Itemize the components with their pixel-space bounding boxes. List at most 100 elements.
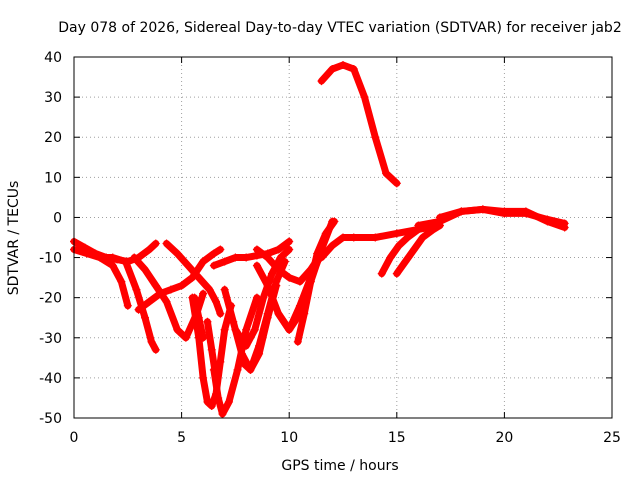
data-point — [274, 265, 283, 274]
data-point — [500, 207, 509, 216]
data-point — [121, 257, 130, 266]
series-satellite-arc-10 — [209, 293, 261, 418]
data-point — [229, 317, 238, 326]
data-point — [145, 297, 154, 306]
data-point — [392, 269, 401, 278]
data-point — [151, 345, 160, 354]
data-point — [220, 285, 229, 294]
data-point — [151, 281, 160, 290]
series-trace — [238, 258, 289, 374]
data-point — [199, 257, 208, 266]
series-trace — [436, 205, 569, 231]
data-point — [82, 249, 91, 258]
data-series — [70, 61, 569, 418]
data-point — [224, 397, 233, 406]
data-point — [410, 245, 419, 254]
series-trace — [317, 61, 401, 187]
data-point — [194, 313, 203, 322]
data-point — [285, 245, 294, 254]
series-satellite-arc-22 — [392, 221, 444, 278]
data-point — [218, 409, 227, 418]
data-point — [162, 239, 171, 248]
data-point — [339, 233, 347, 242]
data-point — [199, 289, 208, 298]
data-point — [360, 93, 369, 102]
data-point — [386, 253, 395, 262]
data-point — [237, 357, 246, 366]
data-point — [293, 337, 302, 346]
y-tick-label: -10 — [39, 251, 62, 267]
series-trace — [378, 221, 433, 278]
data-point — [272, 277, 281, 286]
data-point — [382, 169, 391, 178]
data-point — [212, 297, 221, 306]
data-point — [263, 309, 272, 318]
series-trace — [70, 246, 132, 310]
data-point — [339, 61, 347, 70]
data-point — [276, 253, 285, 262]
series-satellite-arc-18 — [293, 217, 339, 346]
x-axis-label: GPS time / hours — [281, 458, 398, 474]
data-point — [209, 249, 218, 258]
series-satellite-arc-5 — [134, 245, 225, 314]
y-tick-labels: -50 -40 -30 -20 -10 0 10 20 30 40 — [39, 50, 62, 427]
data-point — [123, 301, 132, 310]
data-point — [252, 261, 261, 270]
data-point — [203, 317, 212, 326]
data-point — [321, 229, 330, 238]
data-point — [214, 393, 223, 402]
data-point — [285, 273, 294, 282]
data-point — [141, 313, 150, 322]
series-satellite-arc-24 — [435, 205, 569, 232]
data-point — [246, 365, 255, 374]
data-point — [403, 233, 412, 242]
data-point — [190, 293, 199, 302]
data-point — [401, 257, 410, 266]
y-axis-label: SDTVAR / TECUs — [6, 181, 22, 296]
series-satellite-arc-20 — [317, 61, 401, 188]
data-point — [220, 325, 229, 334]
y-tick-label: -50 — [39, 411, 62, 427]
data-point — [166, 285, 175, 294]
data-point — [250, 325, 259, 334]
data-point — [242, 253, 251, 262]
data-point — [317, 77, 326, 86]
data-point — [263, 253, 272, 262]
data-point — [151, 239, 160, 248]
data-point — [349, 233, 358, 242]
series-satellite-arc-21 — [377, 221, 434, 278]
data-point — [521, 207, 530, 216]
data-point — [392, 179, 401, 188]
data-point — [435, 213, 444, 222]
data-point — [108, 253, 117, 262]
data-point — [295, 277, 304, 286]
data-point — [280, 257, 289, 266]
data-point — [156, 289, 165, 298]
data-point — [313, 249, 322, 258]
series-trace — [294, 217, 338, 346]
data-point — [317, 253, 326, 262]
data-point — [207, 401, 216, 410]
data-point — [173, 249, 182, 258]
data-point — [199, 333, 208, 342]
data-point — [117, 277, 126, 286]
plot-frame — [73, 56, 613, 419]
data-point — [242, 325, 251, 334]
data-point — [209, 365, 218, 374]
data-point — [132, 285, 141, 294]
data-point — [394, 241, 403, 250]
series-satellite-arc-3 — [95, 253, 160, 354]
data-point — [300, 309, 309, 318]
data-point — [216, 309, 225, 318]
data-point — [162, 297, 171, 306]
chart-title: Day 078 of 2026, Sidereal Day-to-day VTE… — [58, 20, 621, 36]
data-point — [330, 217, 339, 226]
data-point — [130, 253, 139, 262]
data-point — [414, 221, 423, 230]
data-point — [205, 285, 214, 294]
data-point — [95, 253, 104, 262]
data-point — [274, 309, 283, 318]
data-point — [184, 261, 193, 270]
data-point — [237, 349, 246, 358]
